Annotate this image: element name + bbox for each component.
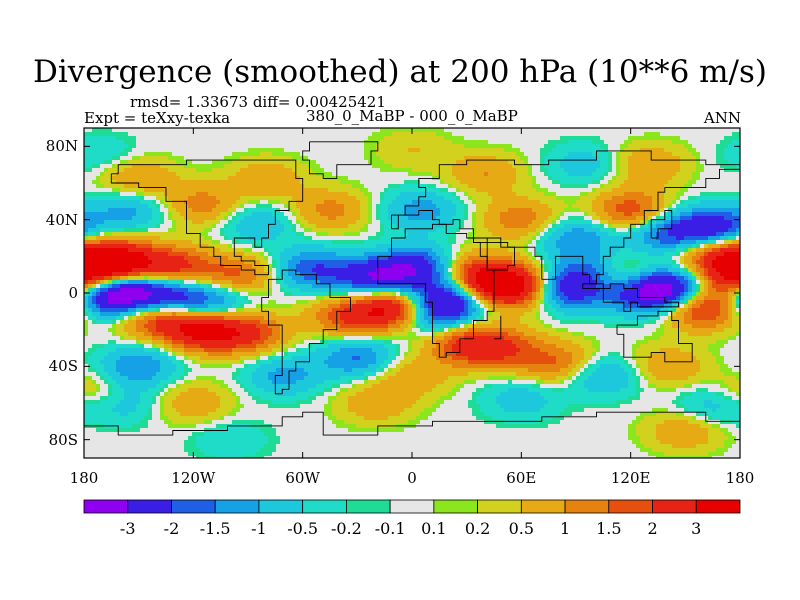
colorbar-swatch [433,499,479,514]
colorbar-label: -2 [163,519,180,538]
coastline-madagascar [494,315,502,340]
subtitle-label: 380_0_MaBP - 000_0_MaBP [306,107,518,125]
colorbar-swatch [652,499,697,514]
coastline-australia [616,310,693,363]
colorbar [83,499,741,514]
colorbar-swatch [83,499,129,514]
x-tick-label: 60W [285,469,320,487]
colorbar-label: 0.2 [464,519,491,538]
colorbar-label: 0.5 [508,519,535,538]
colorbar-swatch [608,499,653,514]
y-tick-label: 40N [45,210,78,229]
coastline-japan [650,210,673,239]
colorbar-label: 0.1 [421,519,447,538]
colorbar-label: -1.5 [199,519,231,538]
coastline-south-america [261,269,351,395]
axis-ticks [83,128,741,458]
x-tick-label: 180 [69,469,99,487]
colorbar-swatch [345,499,391,514]
colorbar-swatch [389,499,435,514]
x-tick-label: 180 [725,469,755,487]
colorbar-label: -0.2 [330,519,362,538]
colorbar-label: -0.1 [374,519,406,538]
y-tick-label: 80S [48,430,78,449]
coastline-north-america [110,159,304,276]
coastline-arabia [473,237,515,271]
period-label: ANN [703,109,741,127]
colorbar-label: 1.5 [596,519,622,538]
divergence-field [84,128,740,458]
coastlines [84,141,740,436]
colorbar-swatch [258,499,304,514]
x-tick-label: 120E [610,469,651,487]
colorbar-label: -1 [251,519,267,538]
colorbar-label: 3 [691,519,702,538]
colorbar-swatch [127,499,172,514]
coastline-eurasia [391,150,740,285]
y-tick-label: 0 [68,284,78,302]
chart-title: Divergence (smoothed) at 200 hPa (10**6 … [33,54,767,90]
experiment-label: Expt = teXxy-texka [84,109,231,127]
x-tick-label: 60E [506,469,537,487]
coastline-indonesia [582,283,679,312]
coastline-africa-eurasia [377,223,508,358]
coastline-greenland [302,141,379,179]
x-tick-label: 0 [407,469,417,487]
colorbar-swatch [302,499,347,514]
colorbar-swatch [171,499,216,514]
colorbar-swatch [477,499,522,514]
colorbar-label: 1 [559,519,571,538]
coastline-antarctica [84,411,740,436]
x-tick-label: 120W [171,469,216,487]
colorbar-label: -3 [119,519,136,538]
colorbar-swatch [564,499,610,514]
colorbar-label: 2 [647,519,658,538]
y-tick-label: 80N [45,137,78,156]
colorbar-label: -0.5 [287,519,319,538]
colorbar-swatch [520,499,566,514]
colorbar-swatch [214,499,260,514]
y-tick-label: 40S [48,357,78,376]
stats-label: rmsd= 1.33673 diff= 0.00425421 [130,93,386,111]
colorbar-swatch [695,499,741,514]
